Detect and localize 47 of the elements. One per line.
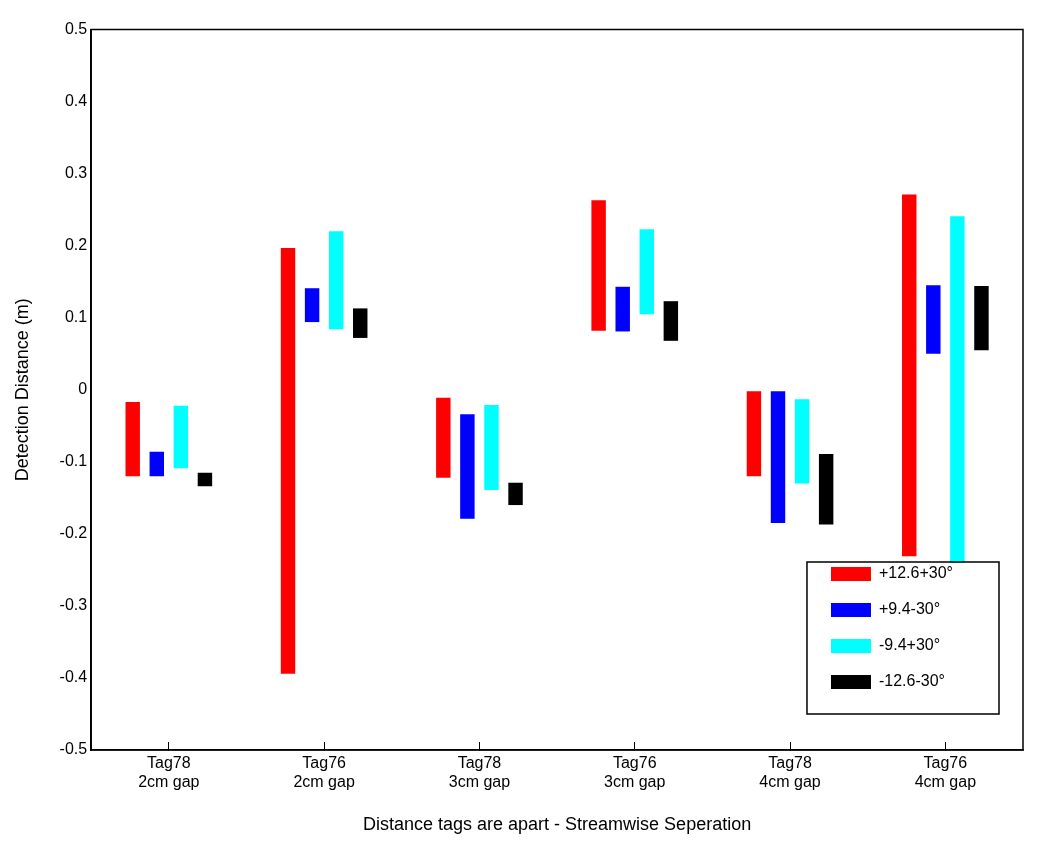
bar — [974, 286, 989, 351]
bar — [902, 194, 917, 557]
bar — [484, 404, 499, 490]
bar — [460, 414, 475, 519]
y-tick-label: -0.3 — [59, 596, 88, 614]
bar — [353, 308, 368, 338]
x-tick-label: Tag78 2cm gap — [138, 754, 200, 791]
y-tick-label: -0.5 — [59, 740, 88, 758]
bar — [197, 472, 213, 487]
bar — [328, 231, 344, 330]
bar — [173, 405, 189, 469]
bar — [508, 482, 523, 506]
x-tick-label: Tag78 4cm gap — [759, 754, 821, 791]
x-tick-label: Tag76 2cm gap — [293, 754, 355, 791]
legend-label: -9.4+30° — [878, 636, 941, 654]
bar — [663, 301, 679, 341]
bar — [770, 391, 786, 524]
y-tick-label: -0.4 — [59, 668, 88, 686]
bar — [436, 397, 451, 478]
y-tick-label: -0.1 — [59, 452, 88, 470]
y-tick-label: -0.2 — [59, 524, 88, 542]
y-tick-label: 0.5 — [64, 20, 88, 38]
x-axis-title: Distance tags are apart - Streamwise Seperation — [362, 814, 752, 835]
legend-label: +12.6+30° — [878, 564, 954, 582]
y-tick-label: 0.3 — [64, 164, 88, 182]
bar — [304, 288, 320, 323]
bar — [591, 200, 606, 331]
y-tick-label: 0 — [78, 380, 88, 398]
bar — [280, 247, 296, 674]
y-tick-label: 0.4 — [64, 92, 88, 110]
y-axis-title: Detection Distance (m) — [11, 298, 32, 482]
bar — [794, 399, 810, 484]
x-tick-label: Tag76 4cm gap — [914, 754, 977, 791]
bar — [746, 391, 762, 477]
x-tick-label: Tag78 3cm gap — [448, 754, 511, 791]
bar — [926, 285, 941, 354]
x-tick-label: Tag76 3cm gap — [604, 754, 666, 791]
bar — [639, 229, 654, 315]
bar — [950, 216, 965, 563]
y-tick-label: 0.2 — [64, 236, 88, 254]
bar — [149, 451, 165, 477]
legend-label: -12.6-30° — [878, 672, 945, 690]
bar — [615, 286, 630, 332]
y-tick-label: 0.1 — [64, 308, 88, 326]
bar — [818, 453, 834, 525]
legend-label: +9.4-30° — [878, 600, 941, 618]
bar — [125, 402, 140, 477]
